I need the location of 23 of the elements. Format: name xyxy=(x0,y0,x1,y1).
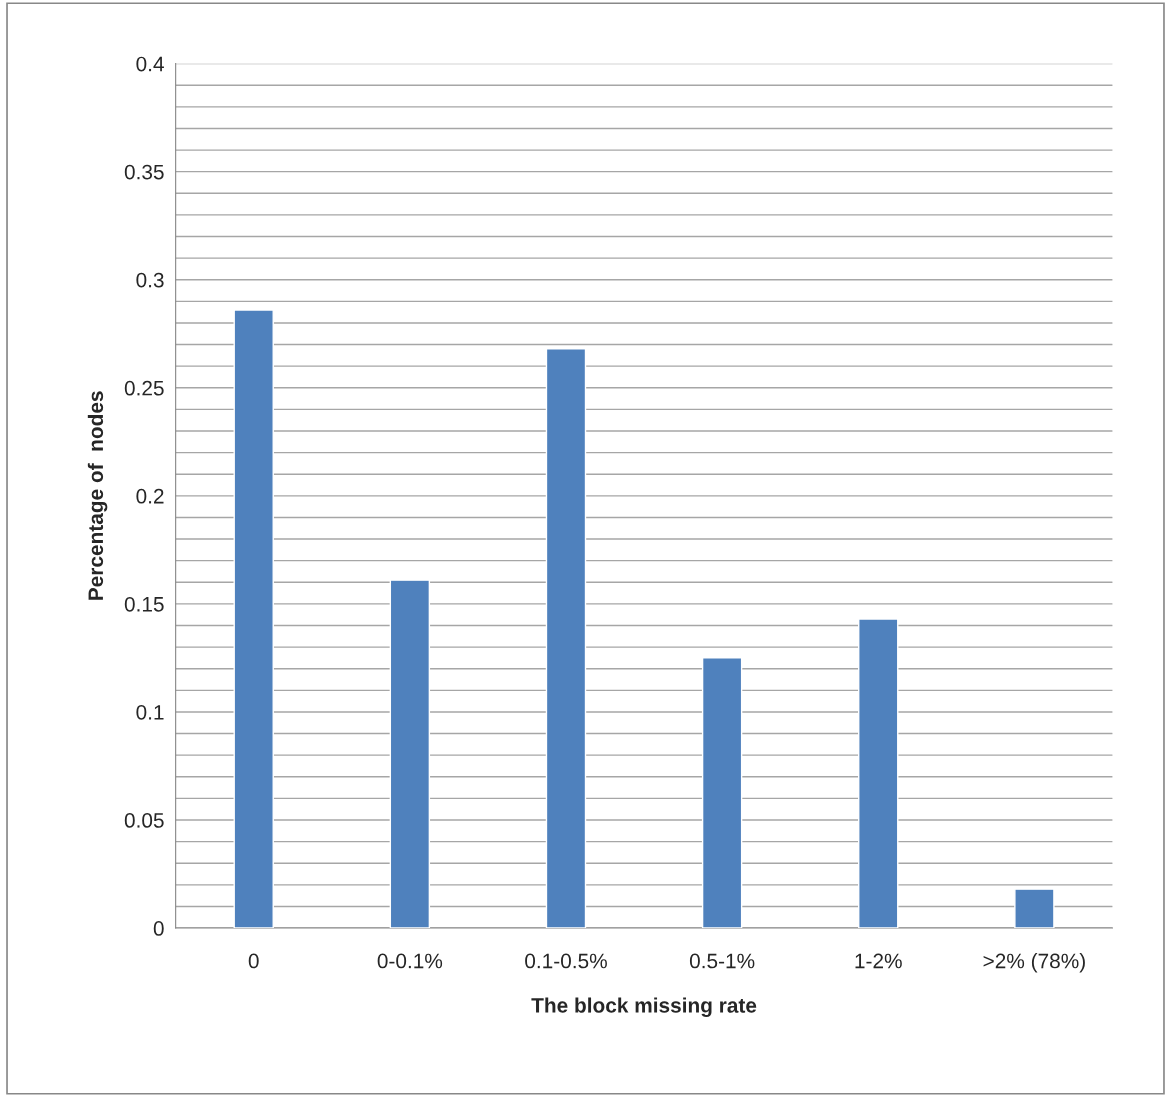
y-tick-label: 0.05 xyxy=(124,813,164,828)
x-tick-label: 0 xyxy=(248,953,259,969)
x-tick-label: 0.1-0.5% xyxy=(525,953,607,969)
y-tick-label: 0.15 xyxy=(124,596,164,612)
y-tick-label: 0.25 xyxy=(124,380,164,396)
y-tick-label: 0.2 xyxy=(136,488,164,504)
x-tick-label: >2% (78%) xyxy=(983,953,1085,973)
y-tick-label: 0.4 xyxy=(136,56,164,72)
bar xyxy=(389,579,431,929)
x-tick-label: 1-2% xyxy=(855,953,902,969)
y-axis-title: Percentage of nodes xyxy=(87,391,108,600)
bar xyxy=(858,618,899,929)
x-tick-label: 0.5-1% xyxy=(689,953,755,969)
y-tick-label: 0.3 xyxy=(136,272,164,288)
bar xyxy=(1014,888,1055,929)
x-tick-label: 0-0.1% xyxy=(377,953,443,969)
y-tick-label: 0.35 xyxy=(124,164,164,180)
x-axis-title: The block missing rate xyxy=(531,997,757,1017)
y-tick-label: 0.1 xyxy=(136,704,164,720)
bar xyxy=(233,309,274,929)
bar xyxy=(701,657,743,929)
y-tick-label: 0 xyxy=(153,921,164,936)
bar xyxy=(545,348,587,929)
